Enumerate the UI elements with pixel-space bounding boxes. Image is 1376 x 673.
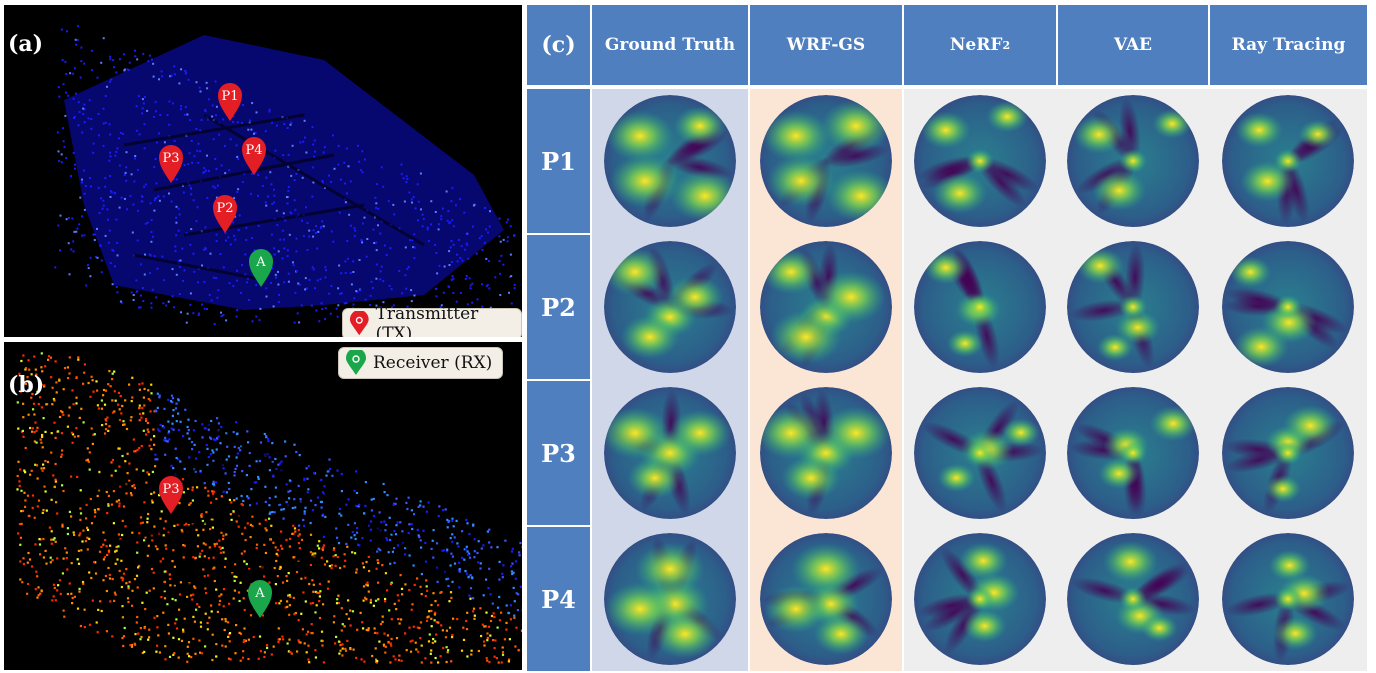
heatmap-disc-p3-col1 [604, 387, 736, 519]
heatmap-disc-p2-col5 [1222, 241, 1354, 373]
header-nerf-superscript: 2 [1002, 38, 1011, 52]
legend-transmitter-label: Transmitter (TX) [375, 304, 479, 337]
row-label-p3: P3 [527, 381, 590, 525]
heatmap-disc-p1-col3 [914, 95, 1046, 227]
heatmap-disc-p3-col5 [1222, 387, 1354, 519]
heatmap-comparison-grid: (c) Ground Truth WRF-GS NeRF 2 VAE Ray Tr… [527, 5, 1367, 671]
point-cloud-b: P3 A [16, 352, 522, 664]
svg-text:P3: P3 [162, 151, 179, 166]
point-cloud-panel-b: P3 A (b) [4, 342, 522, 670]
tx-marker-p3: P3 [159, 145, 183, 183]
heatmap-disc-p1-col4 [1067, 95, 1199, 227]
svg-text:A: A [255, 255, 266, 270]
green-location-pin-icon [346, 350, 366, 375]
tx-marker-p1: P1 [218, 83, 242, 121]
rx-marker-a: A [249, 249, 273, 287]
row-label-p4: P4 [527, 527, 590, 671]
svg-text:A: A [254, 586, 265, 601]
heatmap-disc-p1-col5 [1222, 95, 1354, 227]
heatmap-disc-p3-col2 [760, 387, 892, 519]
heatmap-disc-p2-col3 [914, 241, 1046, 373]
legend-receiver-label: Receiver (RX) [373, 353, 493, 373]
heatmap-disc-p3-col4 [1067, 387, 1199, 519]
svg-text:P3: P3 [162, 482, 179, 497]
header-vae: VAE [1058, 5, 1208, 85]
heatmap-disc-p4-col1 [604, 533, 736, 665]
heatmap-disc-p2-col4 [1067, 241, 1199, 373]
heatmap-disc-p4-col4 [1067, 533, 1199, 665]
rx-marker-b: A [248, 580, 272, 618]
header-nerf2: NeRF 2 [904, 5, 1056, 85]
svg-text:P1: P1 [221, 89, 238, 104]
point-cloud-panel-a: P1 P4 P3 P2 A (a) Transmitter (TX) [4, 5, 522, 337]
header-wrf-gs: WRF-GS [750, 5, 902, 85]
point-cloud-b-points [16, 352, 522, 664]
header-nerf-label: NeRF [949, 35, 1003, 55]
tx-marker-p4: P4 [242, 137, 266, 175]
heatmap-disc-p2-col1 [604, 241, 736, 373]
point-cloud-a: P1 P4 P3 P2 A [54, 25, 516, 327]
header-ray-tracing: Ray Tracing [1210, 5, 1367, 85]
heatmap-disc-p1-col2 [760, 95, 892, 227]
svg-text:P4: P4 [245, 143, 262, 158]
panel-label-a: (a) [8, 31, 44, 57]
panel-label-b: (b) [8, 372, 45, 398]
heatmap-disc-p4-col3 [914, 533, 1046, 665]
heatmap-disc-p3-col3 [914, 387, 1046, 519]
heatmap-discs [604, 95, 1354, 665]
tx-marker-b-p3: P3 [159, 476, 183, 514]
panel-label-c: (c) [527, 5, 590, 85]
heatmap-disc-p2-col2 [760, 241, 892, 373]
tx-marker-p2: P2 [213, 195, 237, 233]
svg-text:P2: P2 [216, 201, 233, 216]
heatmap-disc-p4-col2 [760, 533, 892, 665]
header-ground-truth: Ground Truth [592, 5, 748, 85]
row-label-p2: P2 [527, 235, 590, 379]
heatmap-disc-p4-col5 [1222, 533, 1354, 665]
heatmap-disc-p1-col1 [604, 95, 736, 227]
legend-receiver: Receiver (RX) [338, 347, 504, 379]
legend-transmitter: Transmitter (TX) [342, 304, 522, 337]
row-label-p1: P1 [527, 89, 590, 233]
point-cloud-a-points [54, 25, 516, 327]
red-location-pin-icon [349, 311, 369, 336]
